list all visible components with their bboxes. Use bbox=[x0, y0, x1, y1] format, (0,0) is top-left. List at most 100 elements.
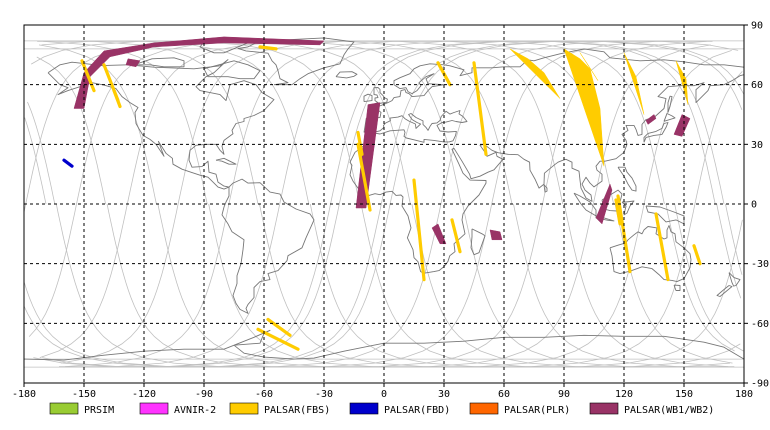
swath-fbs bbox=[80, 59, 96, 93]
orbit-track bbox=[259, 50, 732, 368]
coastline bbox=[621, 200, 635, 216]
lon-tick-label: 120 bbox=[615, 389, 633, 400]
swath-fbs bbox=[472, 61, 488, 156]
orbit-track bbox=[42, 41, 725, 368]
lat-tick-label: -90 bbox=[751, 379, 769, 390]
orbit-track bbox=[23, 41, 743, 368]
coverage-swaths bbox=[62, 36, 702, 351]
swath-wide bbox=[509, 48, 561, 99]
swath-fbs bbox=[256, 327, 300, 351]
orbit-track bbox=[360, 203, 743, 368]
swath-fbs bbox=[266, 317, 292, 337]
coastline bbox=[221, 178, 315, 314]
lon-tick-label: 90 bbox=[558, 389, 570, 400]
legend-label: PALSAR(FBS) bbox=[264, 405, 330, 416]
legend-label: PRSIM bbox=[84, 405, 114, 416]
swath-fbs bbox=[450, 218, 462, 254]
coastline bbox=[47, 59, 275, 190]
coastline bbox=[215, 157, 237, 165]
swath-wide bbox=[645, 114, 657, 125]
orbit-track bbox=[39, 41, 513, 358]
legend-label: PALSAR(WB1/WB2) bbox=[624, 405, 714, 416]
legend-swatch bbox=[229, 402, 259, 415]
swath-fbs bbox=[112, 88, 122, 109]
coastline bbox=[470, 228, 486, 256]
swath-fbs bbox=[616, 194, 632, 274]
orbit-track bbox=[24, 117, 47, 205]
coastline bbox=[573, 192, 597, 217]
swath-fbs bbox=[692, 244, 702, 266]
swath-wide bbox=[431, 223, 447, 245]
legend-swatch bbox=[469, 402, 499, 415]
orbit-track bbox=[60, 41, 564, 364]
coastline bbox=[645, 205, 685, 225]
orbit-track bbox=[55, 41, 739, 368]
coastline bbox=[716, 285, 733, 297]
coastline bbox=[372, 87, 388, 106]
swath-fbs bbox=[62, 158, 74, 168]
swath-wide bbox=[563, 48, 605, 167]
coastline bbox=[363, 93, 373, 103]
coastline bbox=[663, 113, 676, 122]
lon-tick-label: -150 bbox=[72, 389, 96, 400]
legend-label: PALSAR(FBD) bbox=[384, 405, 450, 416]
lat-tick-label: 90 bbox=[751, 21, 763, 32]
swath-wide bbox=[623, 52, 645, 115]
lon-tick-label: 0 bbox=[381, 389, 387, 400]
coastline bbox=[349, 48, 745, 274]
swath-fbs bbox=[654, 212, 670, 282]
lon-tick-label: -180 bbox=[12, 389, 36, 400]
orbit-track bbox=[106, 41, 713, 368]
axis-ticks: -180 -150 -120 -90 -60 -30 0 30 60 90 120 150 180 90 6… bbox=[12, 21, 769, 401]
coastline bbox=[643, 122, 669, 143]
swath-wide bbox=[673, 114, 691, 137]
coastline bbox=[335, 71, 358, 79]
orbit-track bbox=[23, 41, 745, 368]
orbit-track bbox=[614, 203, 733, 364]
lat-tick-label: 0 bbox=[751, 200, 757, 211]
orbit-track bbox=[41, 41, 310, 205]
coastline bbox=[23, 329, 745, 361]
swath-wide bbox=[489, 229, 503, 241]
coastline bbox=[617, 166, 637, 192]
swath-wide bbox=[595, 183, 613, 225]
orbit-track bbox=[59, 41, 665, 368]
swath-wide bbox=[675, 60, 689, 105]
orbit-track bbox=[674, 203, 744, 352]
lon-tick-label: -30 bbox=[315, 389, 333, 400]
orbit-track bbox=[37, 41, 259, 205]
legend: PRSIM AVNIR-2 PALSAR(FBS) PALSAR(FBD) PALSAR… bbox=[49, 402, 714, 416]
swath-fbs bbox=[356, 142, 372, 212]
lon-tick-label: -120 bbox=[132, 389, 156, 400]
orbit-track bbox=[513, 203, 735, 368]
legend-swatch bbox=[349, 402, 379, 415]
orbit-track bbox=[33, 41, 716, 368]
lon-tick-label: 180 bbox=[735, 389, 753, 400]
swath-fbs bbox=[258, 45, 278, 51]
orbit-track bbox=[27, 101, 56, 205]
legend-swatch bbox=[139, 402, 169, 415]
legend-label: PALSAR(PLR) bbox=[504, 405, 570, 416]
graticule bbox=[24, 25, 744, 383]
swath-wide bbox=[579, 52, 599, 81]
orbit-track bbox=[31, 41, 360, 205]
swath-fbs bbox=[614, 198, 622, 226]
swath-wide bbox=[355, 102, 381, 209]
orbit-track bbox=[725, 203, 743, 275]
orbit-track bbox=[716, 203, 742, 299]
orbit-track bbox=[462, 203, 731, 368]
coastline bbox=[667, 95, 673, 113]
coastline bbox=[609, 225, 692, 283]
legend-swatch bbox=[589, 402, 619, 415]
lon-tick-label: 60 bbox=[498, 389, 510, 400]
swath-fbs bbox=[356, 130, 364, 156]
coastline bbox=[543, 184, 548, 193]
swath-fbs bbox=[412, 178, 426, 282]
orbit-track bbox=[208, 44, 711, 368]
legend-swatch bbox=[49, 402, 79, 415]
lon-tick-label: -90 bbox=[195, 389, 213, 400]
coastline bbox=[203, 60, 261, 80]
orbit-track bbox=[309, 71, 743, 368]
coastline bbox=[728, 272, 741, 287]
